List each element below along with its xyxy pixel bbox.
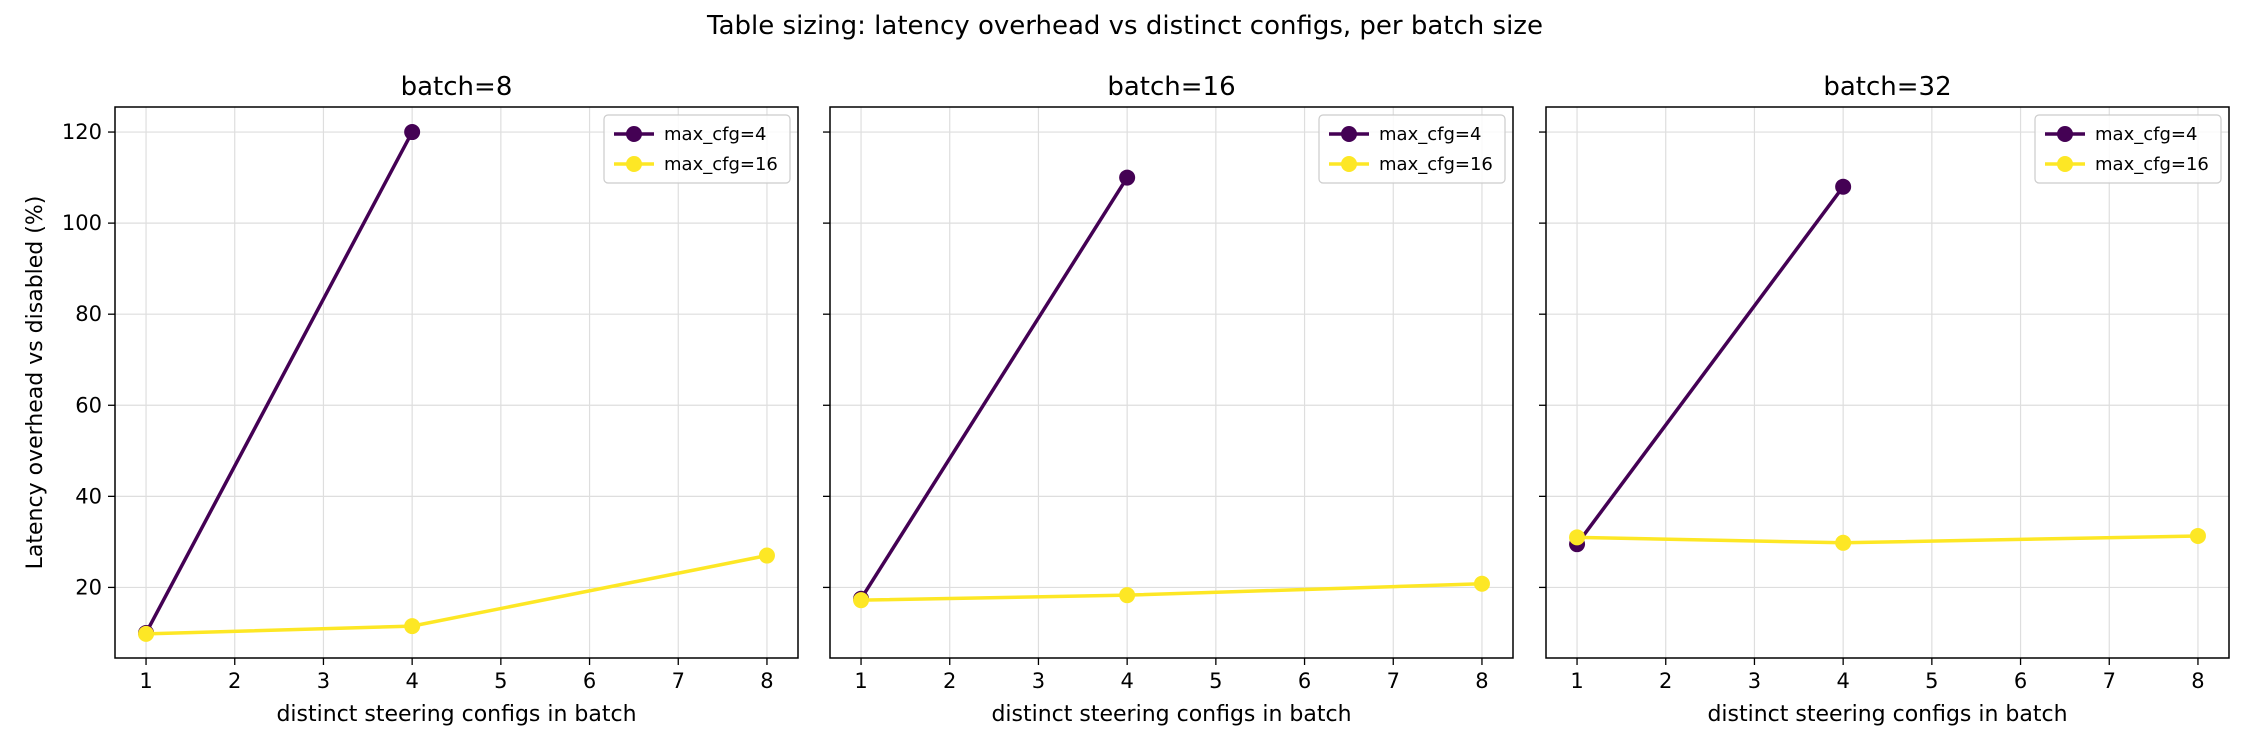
x-tick-label: 4: [405, 669, 418, 693]
x-tick-label: 4: [1120, 669, 1133, 693]
x-tick-label: 3: [1748, 669, 1761, 693]
x-tick-label: 7: [2103, 669, 2116, 693]
panel-1: 1 2 3 4 5 6 7 8 20 40 60 80 100 120 batch=8 distinct st…: [23, 72, 799, 727]
y-axis-label: Latency overhead vs disabled (%): [23, 196, 48, 570]
x-tick-label: 6: [1298, 669, 1311, 693]
legend-label: max_cfg=4: [2095, 124, 2197, 145]
data-point: [758, 547, 775, 564]
legend-marker: [626, 156, 642, 172]
series-line-2: [145, 553, 768, 636]
legend-label: max_cfg=4: [664, 124, 766, 145]
legend-box: [603, 114, 791, 184]
x-tick-label: 1: [1570, 669, 1583, 693]
data-point: [1835, 178, 1852, 195]
x-tick-label: 4: [1836, 669, 1849, 693]
legend-marker: [1341, 126, 1357, 142]
x-tick-label: 2: [1659, 669, 1672, 693]
legend-marker: [2057, 126, 2073, 142]
legend-marker: [2057, 156, 2073, 172]
y-tick-label: 120: [62, 120, 102, 144]
panel-2: 1 2 3 4 5 6 7 8 batch=16 distinct steering config…: [823, 72, 1514, 727]
x-tick-label: 8: [1475, 669, 1488, 693]
legend-marker: [1341, 156, 1357, 172]
axes-frame: [1545, 106, 2230, 659]
panel-title: batch=8: [401, 72, 513, 102]
data-point: [404, 124, 421, 141]
series-line-2: [1577, 534, 2198, 545]
x-axis-label: distinct steering configs in batch: [991, 702, 1351, 727]
x-tick-label: 7: [1387, 669, 1400, 693]
panel-3: 1 2 3 4 5 6 7 8 batch=32 distinct steering config…: [1539, 72, 2230, 727]
legend-label: max_cfg=16: [664, 154, 778, 175]
data-point: [1835, 534, 1852, 551]
y-tick-label: 100: [62, 211, 102, 235]
legend-box: [2034, 114, 2222, 184]
x-tick-label: 5: [1209, 669, 1222, 693]
x-tick-label: 8: [760, 669, 773, 693]
x-tick-label: 1: [854, 669, 867, 693]
data-point: [404, 618, 421, 635]
x-tick-label: 5: [1925, 669, 1938, 693]
panel-title: batch=16: [1107, 72, 1235, 102]
data-point: [1119, 169, 1136, 186]
x-tick-label: 2: [228, 669, 241, 693]
y-tick-label: 80: [75, 302, 102, 326]
x-tick-label: 3: [1032, 669, 1045, 693]
legend-label: max_cfg=4: [1379, 124, 1481, 145]
axes-frame: [114, 106, 799, 659]
figure-title: Table sizing: latency overhead vs distin…: [706, 11, 1543, 41]
y-tick-label: 60: [75, 393, 102, 417]
series-line-1: [1575, 185, 1845, 546]
x-axis-label: distinct steering configs in batch: [1707, 702, 2067, 727]
data-point: [853, 592, 870, 609]
panel-title: batch=32: [1823, 72, 1951, 102]
legend-label: max_cfg=16: [2095, 154, 2209, 175]
legend-box: [1318, 114, 1506, 184]
x-tick-label: 7: [672, 669, 685, 693]
x-tick-label: 8: [2191, 669, 2204, 693]
x-tick-label: 2: [943, 669, 956, 693]
series-line-2: [861, 582, 1483, 602]
x-tick-label: 6: [2014, 669, 2027, 693]
x-tick-label: 5: [494, 669, 507, 693]
data-point: [1473, 575, 1490, 592]
x-axis-label: distinct steering configs in batch: [276, 702, 636, 727]
series-line-1: [144, 131, 414, 634]
series-line-1: [859, 176, 1129, 600]
data-point: [138, 625, 155, 642]
data-point: [1119, 587, 1136, 604]
legend-label: max_cfg=16: [1379, 154, 1493, 175]
x-tick-label: 3: [317, 669, 330, 693]
x-tick-label: 6: [583, 669, 596, 693]
axes-frame: [829, 106, 1514, 659]
legend-marker: [626, 126, 642, 142]
y-tick-label: 40: [75, 484, 102, 508]
data-point: [2189, 527, 2206, 544]
data-point: [1569, 529, 1586, 546]
x-tick-label: 1: [139, 669, 152, 693]
y-tick-label: 20: [75, 575, 102, 599]
